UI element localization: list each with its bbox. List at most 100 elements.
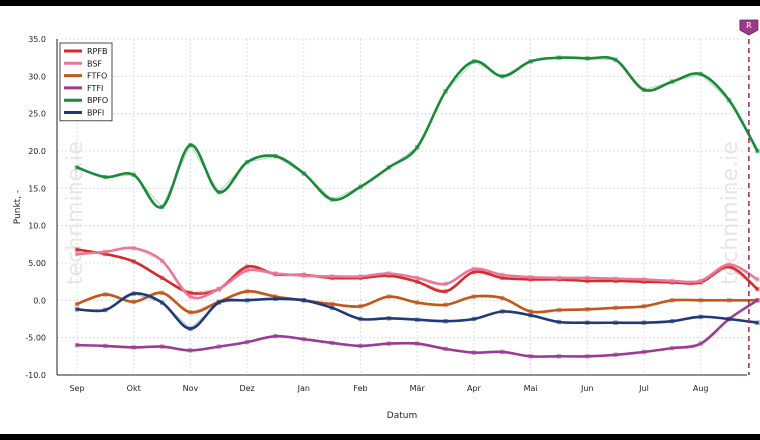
data-point [755, 320, 760, 325]
data-point [216, 300, 221, 305]
x-tick-label: Mär [410, 384, 426, 393]
y-tick-label: -5.00 [25, 334, 46, 343]
watermark-text: technmine.ie [63, 141, 88, 285]
data-point [613, 320, 618, 325]
marker-flag [739, 19, 759, 36]
data-point [159, 275, 165, 281]
y-tick-label: 35.0 [28, 35, 46, 44]
data-point [216, 189, 221, 195]
data-point [726, 262, 732, 267]
data-point [301, 298, 306, 303]
y-tick-label: 10.0 [28, 222, 46, 231]
series-bpfi [74, 291, 760, 331]
y-axis-label: Punkt, - [13, 190, 23, 224]
data-point [273, 296, 278, 301]
legend-box [59, 42, 113, 122]
x-tick-label: Aug [693, 384, 709, 393]
data-point [585, 320, 590, 325]
data-point [329, 305, 335, 310]
data-point [188, 310, 193, 315]
data-point [74, 307, 80, 312]
data-point [755, 286, 760, 292]
data-point [131, 172, 136, 178]
legend-label: FTFO [87, 72, 107, 81]
x-tick-label: Apr [467, 384, 482, 393]
data-point [443, 281, 448, 287]
x-tick-label: Feb [353, 384, 367, 393]
y-tick-label: 25.0 [28, 110, 46, 119]
series-ftfi [74, 298, 760, 359]
data-point [103, 292, 108, 297]
data-point [528, 309, 533, 314]
data-point [528, 59, 533, 64]
data-point [443, 346, 448, 352]
data-point [471, 316, 477, 322]
data-point [159, 290, 165, 296]
y-tick-label: 0.0 [33, 296, 46, 305]
data-point [188, 348, 193, 353]
data-point [500, 74, 505, 79]
data-point [613, 305, 618, 310]
data-point [755, 298, 760, 303]
data-point [159, 344, 165, 349]
legend-label: BSF [87, 59, 102, 68]
data-point [358, 274, 363, 279]
data-point [471, 350, 477, 355]
data-point [698, 298, 703, 303]
legend-label: RPFB [87, 47, 107, 56]
data-point [585, 307, 590, 312]
data-point [500, 295, 505, 301]
data-point [358, 304, 363, 309]
data-point [74, 165, 80, 170]
data-point [556, 307, 562, 313]
watermarks: technmine.ie technmine.ie [63, 141, 743, 285]
data-point [244, 298, 250, 303]
top-border [0, 0, 760, 6]
x-tick-label: Jan [297, 384, 310, 393]
data-point [188, 326, 193, 331]
data-point [188, 294, 193, 299]
data-point [386, 316, 392, 321]
data-point [244, 289, 250, 294]
data-point [698, 71, 703, 77]
data-point [670, 79, 675, 84]
data-point [103, 249, 108, 254]
data-point [74, 247, 80, 252]
data-point [415, 275, 420, 281]
series-group [74, 55, 760, 359]
data-point [443, 302, 448, 307]
data-point [500, 349, 505, 355]
data-point [386, 341, 392, 346]
data-point [613, 352, 618, 357]
data-point [74, 301, 80, 307]
data-point [698, 278, 703, 284]
event-marker: R [739, 19, 759, 375]
data-point [726, 298, 732, 303]
data-point [273, 334, 278, 339]
data-point [358, 343, 363, 349]
series-ftfo [74, 289, 760, 315]
data-point [471, 269, 477, 275]
data-point [159, 258, 165, 263]
data-point [329, 274, 335, 279]
data-point [528, 354, 533, 359]
data-point [641, 320, 647, 325]
data-point [726, 264, 732, 269]
data-point [188, 142, 193, 148]
data-point [415, 279, 420, 284]
data-point [443, 319, 448, 324]
data-point [415, 341, 420, 346]
data-point [556, 319, 562, 325]
data-point [726, 98, 732, 103]
data-point [755, 148, 760, 154]
data-point [585, 275, 590, 281]
series-bpfo [74, 55, 760, 210]
data-point [670, 278, 675, 284]
x-tick-label: Sep [69, 384, 84, 393]
data-point [613, 278, 618, 284]
y-tick-label: 15.0 [28, 184, 46, 193]
x-tick-label: Mai [524, 384, 538, 393]
data-point [386, 271, 392, 276]
data-point [244, 160, 250, 165]
